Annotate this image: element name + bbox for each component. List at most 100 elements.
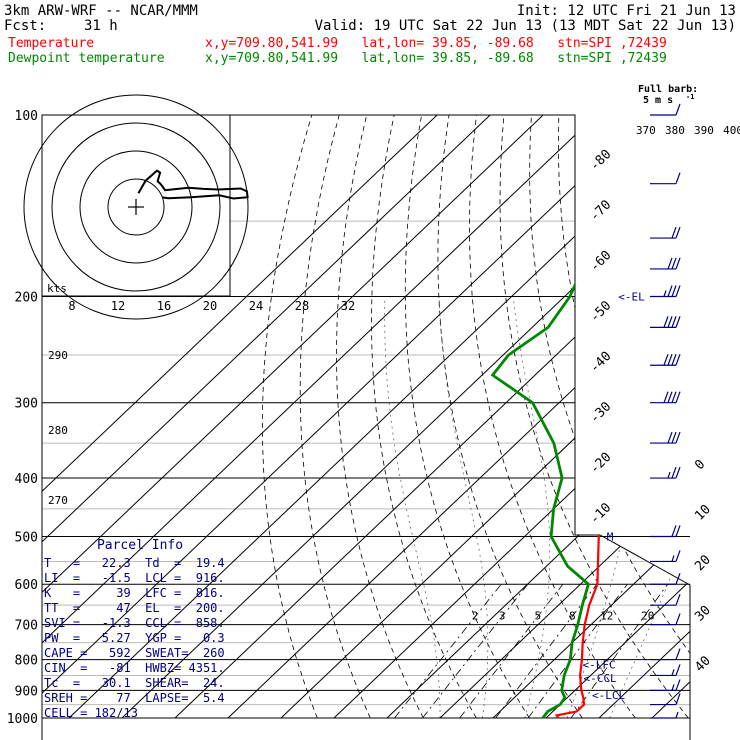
temperature-curve — [554, 115, 690, 719]
pressure-tick-label: 500 — [15, 530, 38, 545]
isotherm-line — [42, 115, 544, 719]
theta-label: 370 — [636, 124, 656, 137]
wind-key-title: Full barb: — [638, 84, 698, 95]
side-theta-label: 290 — [48, 349, 68, 362]
wind-barb-full — [675, 431, 681, 444]
mixing-ratio-label: 12 — [600, 610, 613, 623]
parcel-info-row: Tc = 30.1 SHEAR= 24. — [44, 676, 225, 690]
parcel-info-panel: Parcel Info T = 22.3 Td = 19.4 LI = -1.5 … — [44, 538, 236, 721]
level-marker-label: <-EL — [618, 291, 645, 304]
dry-adiabat — [724, 115, 740, 718]
mixing-ratio-label: 3 — [499, 610, 506, 623]
pressure-tick-label: 300 — [15, 397, 38, 412]
pressure-tick-label: 600 — [15, 578, 38, 593]
dry-adiabat — [499, 115, 689, 719]
isotherm-line — [42, 115, 597, 719]
wind-barb-full — [675, 613, 681, 625]
wind-key-value: 5 m s — [643, 95, 673, 106]
pressure-tick-label: 1000 — [7, 712, 38, 727]
isotherm-line — [651, 115, 690, 719]
wind-barb — [650, 550, 681, 563]
wind-barb-full — [675, 172, 681, 184]
parcel-info-row: CAPE = 592 SWEAT= 260 — [44, 646, 225, 660]
wind-barb-full — [663, 316, 669, 328]
wind-barb — [650, 593, 681, 606]
plot-frame — [42, 114, 691, 740]
pressure-tick-label: 200 — [15, 291, 38, 306]
wind-barb-full — [663, 391, 669, 403]
wind-barb — [650, 226, 681, 239]
wind-barb-full — [675, 316, 681, 328]
isotherm-label: 20 — [692, 552, 714, 574]
wind-barb — [650, 525, 681, 538]
wind-barb — [650, 316, 681, 328]
wind-speed-scale-label: 16 — [157, 299, 171, 313]
wind-barb — [650, 466, 681, 479]
side-theta-label: 280 — [48, 424, 68, 437]
dry-adiabat — [557, 115, 690, 719]
wind-barb — [650, 431, 681, 444]
fcst-label: Fcst: — [4, 18, 47, 34]
dry-adiabat — [299, 115, 371, 719]
isotherm-line — [42, 115, 650, 719]
wind-barb-full — [675, 693, 681, 705]
wind-barb-full — [675, 257, 681, 270]
dry-adiabat — [371, 115, 477, 719]
wind-barb-half — [671, 684, 675, 691]
wind-speed-scale-label: 32 — [341, 299, 355, 313]
isotherm-label: -40 — [587, 349, 614, 376]
hodograph-ring — [79, 150, 193, 264]
wind-barb-full — [667, 316, 673, 328]
wind-barb-full — [671, 257, 677, 270]
parcel-info-row: CELL = 182/13 — [44, 706, 138, 720]
moist-adiabat — [609, 296, 690, 719]
wind-barb — [650, 257, 681, 270]
wind-barb — [650, 172, 681, 185]
wind-barb-full — [671, 525, 677, 537]
dry-adiabat — [613, 115, 690, 719]
isotherm-label: -10 — [587, 500, 614, 527]
theta-label: 380 — [665, 124, 685, 137]
isotherm-line — [227, 115, 690, 719]
wind-speed-scale-label: 24 — [249, 299, 263, 313]
model-title: 3km ARW-WRF -- NCAR/MMM — [4, 3, 198, 19]
wind-key-unit: -1 — [686, 93, 694, 101]
wind-barb-half — [667, 471, 671, 479]
wind-barb-full — [675, 103, 681, 116]
wind-barb-full — [671, 226, 677, 239]
isotherm-label: -60 — [587, 248, 614, 275]
wind-barb-full — [671, 316, 677, 328]
dry-adiabat — [336, 115, 424, 719]
parcel-info-title: Parcel Info — [96, 538, 184, 553]
mixing-ratio-label: 20 — [641, 610, 654, 623]
dry-adiabat — [668, 115, 690, 719]
wind-barb — [650, 693, 681, 706]
moist-adiabat — [438, 296, 489, 719]
wind-barb-half — [675, 711, 679, 719]
wind-barb-full — [671, 431, 677, 444]
valid-time: Valid: 19 UTC Sat 22 Jun 13 (13 MDT Sat … — [314, 18, 736, 34]
parcel-info-row: SREH = 77 LAPSE= 5.4 — [44, 691, 225, 705]
wind-barb — [650, 573, 681, 585]
dry-adiabat — [696, 115, 740, 718]
wind-speed-scale-label: 12 — [111, 299, 125, 313]
hodograph-unit-label: kts — [47, 282, 67, 295]
dry-adiabat — [261, 115, 318, 719]
isotherm-line — [174, 115, 690, 719]
wind-barb-half — [671, 555, 675, 562]
wind-barb-full — [675, 573, 681, 585]
wind-barb-full — [667, 285, 673, 297]
parcel-info-row: T = 22.3 Td = 19.4 — [44, 556, 225, 570]
moist-adiabat — [512, 296, 551, 719]
isotherm-label: -70 — [587, 197, 614, 224]
wind-barb-full — [675, 226, 681, 239]
dry-adiabat — [437, 115, 583, 719]
wind-barb — [650, 711, 679, 719]
pressure-tick-label: 400 — [15, 472, 38, 487]
wind-barb-full — [671, 391, 677, 403]
isotherm-label: -80 — [587, 147, 614, 174]
wind-barb-half — [663, 290, 667, 297]
mixing-ratio-label: 5 — [534, 610, 541, 623]
parcel-info-row: CIN = -81 HWBZ= 4351. — [44, 661, 225, 675]
level-marker-label: M — [607, 530, 614, 543]
